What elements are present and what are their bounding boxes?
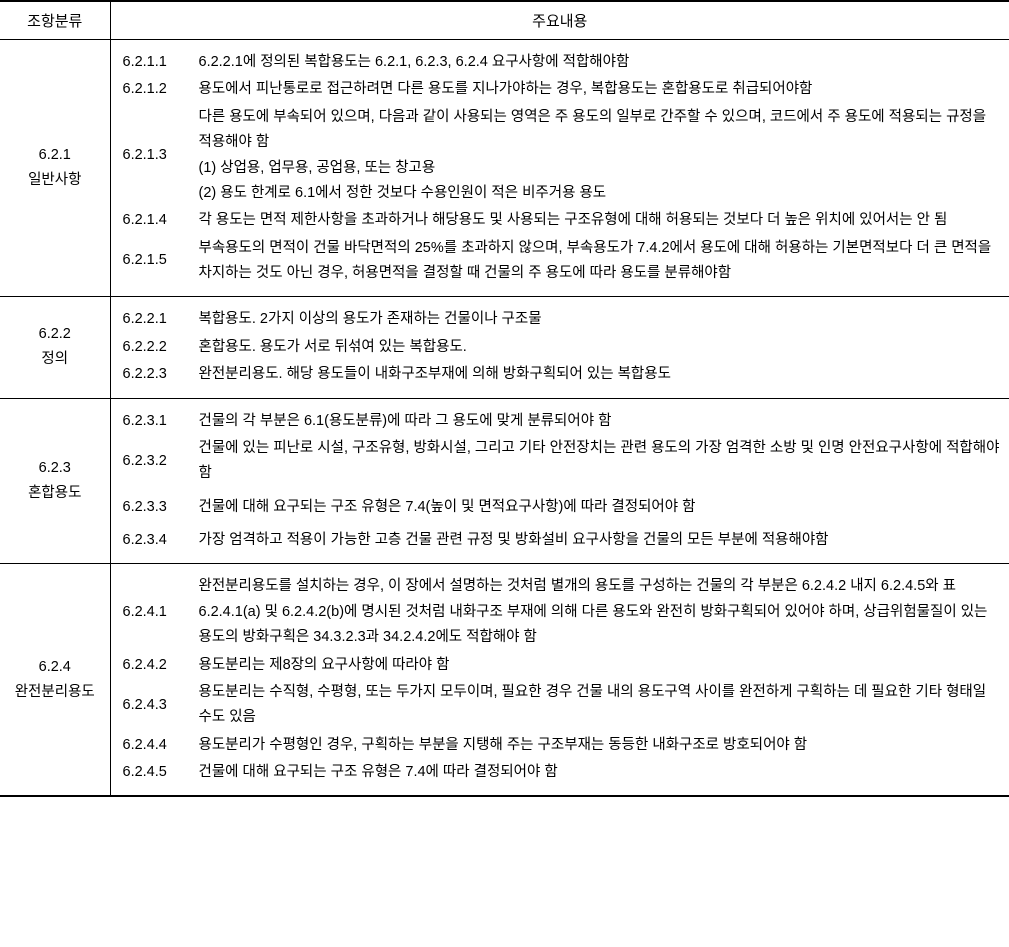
- clause-text: 완전분리용도를 설치하는 경우, 이 장에서 설명하는 것처럼 별개의 용도를 …: [199, 574, 1002, 650]
- category-num: 6.2.1: [8, 143, 102, 168]
- category-name: 일반사항: [8, 168, 102, 193]
- clause-text: 혼합용도. 용도가 서로 뒤섞여 있는 복합용도.: [199, 335, 1002, 360]
- clause-item: 6.2.3.1 건물의 각 부분은 6.1(용도분류)에 따라 그 용도에 맞게…: [119, 409, 1002, 434]
- clause-num: 6.2.4.3: [119, 680, 199, 731]
- table-row: 6.2.3 혼합용도 6.2.3.1 건물의 각 부분은 6.1(용도분류)에 …: [0, 398, 1009, 564]
- clause-item: 6.2.1.5 부속용도의 면적이 건물 바닥면적의 25%를 초과하지 않으며…: [119, 236, 1002, 287]
- clause-num: 6.2.4.2: [119, 653, 199, 678]
- category-num: 6.2.2: [8, 322, 102, 347]
- table-row: 6.2.4 완전분리용도 6.2.4.1 완전분리용도를 설치하는 경우, 이 …: [0, 564, 1009, 797]
- clause-text: 가장 엄격하고 적용이 가능한 고층 건물 관련 규정 및 방화설비 요구사항을…: [199, 528, 1002, 553]
- table-row: 6.2.1 일반사항 6.2.1.1 6.2.2.1에 정의된 복합용도는 6.…: [0, 40, 1009, 297]
- clause-item: 6.2.4.2 용도분리는 제8장의 요구사항에 따라야 함: [119, 653, 1002, 678]
- category-cell-624: 6.2.4 완전분리용도: [0, 564, 110, 797]
- clause-text: 건물에 대해 요구되는 구조 유형은 7.4에 따라 결정되어야 함: [199, 760, 1002, 785]
- clause-item: 6.2.2.3 완전분리용도. 해당 용도들이 내화구조부재에 의해 방화구획되…: [119, 362, 1002, 387]
- category-cell-622: 6.2.2 정의: [0, 297, 110, 398]
- clause-num: 6.2.1.1: [119, 50, 199, 75]
- clause-text: 용도분리는 제8장의 요구사항에 따라야 함: [199, 653, 1002, 678]
- clause-text: 용도분리는 수직형, 수평형, 또는 두가지 모두이며, 필요한 경우 건물 내…: [199, 680, 1002, 731]
- regulation-table: 조항분류 주요내용 6.2.1 일반사항 6.2.1.1 6.2.2.1에 정의…: [0, 0, 1009, 797]
- clause-item: 6.2.3.2 건물에 있는 피난로 시설, 구조유형, 방화시설, 그리고 기…: [119, 436, 1002, 487]
- category-cell-623: 6.2.3 혼합용도: [0, 398, 110, 564]
- content-cell-624: 6.2.4.1 완전분리용도를 설치하는 경우, 이 장에서 설명하는 것처럼 …: [110, 564, 1009, 797]
- header-row: 조항분류 주요내용: [0, 1, 1009, 40]
- clause-num: 6.2.4.5: [119, 760, 199, 785]
- clause-num: 6.2.3.3: [119, 495, 199, 520]
- content-cell-623: 6.2.3.1 건물의 각 부분은 6.1(용도분류)에 따라 그 용도에 맞게…: [110, 398, 1009, 564]
- clause-num: 6.2.1.5: [119, 236, 199, 287]
- clause-text: 건물에 대해 요구되는 구조 유형은 7.4(높이 및 면적요구사항)에 따라 …: [199, 495, 1002, 520]
- clause-item: 6.2.4.1 완전분리용도를 설치하는 경우, 이 장에서 설명하는 것처럼 …: [119, 574, 1002, 650]
- clause-item: 6.2.4.3 용도분리는 수직형, 수평형, 또는 두가지 모두이며, 필요한…: [119, 680, 1002, 731]
- clause-text: 다른 용도에 부속되어 있으며, 다음과 같이 사용되는 영역은 주 용도의 일…: [199, 105, 1002, 207]
- clause-item: 6.2.4.4 용도분리가 수평형인 경우, 구획하는 부분을 지탱해 주는 구…: [119, 733, 1002, 758]
- clause-text: 각 용도는 면적 제한사항을 초과하거나 해당용도 및 사용되는 구조유형에 대…: [199, 208, 1002, 233]
- clause-item: 6.2.1.4 각 용도는 면적 제한사항을 초과하거나 해당용도 및 사용되는…: [119, 208, 1002, 233]
- clause-num: 6.2.1.3: [119, 105, 199, 207]
- clause-text: 완전분리용도. 해당 용도들이 내화구조부재에 의해 방화구획되어 있는 복합용…: [199, 362, 1002, 387]
- clause-text: 6.2.2.1에 정의된 복합용도는 6.2.1, 6.2.3, 6.2.4 요…: [199, 50, 1002, 75]
- clause-item: 6.2.3.4 가장 엄격하고 적용이 가능한 고층 건물 관련 규정 및 방화…: [119, 528, 1002, 553]
- category-name: 정의: [8, 347, 102, 372]
- table-body: 6.2.1 일반사항 6.2.1.1 6.2.2.1에 정의된 복합용도는 6.…: [0, 40, 1009, 797]
- clause-text: 복합용도. 2가지 이상의 용도가 존재하는 건물이나 구조물: [199, 307, 1002, 332]
- clause-num: 6.2.1.2: [119, 77, 199, 102]
- clause-num: 6.2.1.4: [119, 208, 199, 233]
- clause-text: 건물에 있는 피난로 시설, 구조유형, 방화시설, 그리고 기타 안전장치는 …: [199, 436, 1002, 487]
- clause-item: 6.2.2.2 혼합용도. 용도가 서로 뒤섞여 있는 복합용도.: [119, 335, 1002, 360]
- clause-num: 6.2.3.4: [119, 528, 199, 553]
- clause-num: 6.2.2.2: [119, 335, 199, 360]
- clause-text-main: 다른 용도에 부속되어 있으며, 다음과 같이 사용되는 영역은 주 용도의 일…: [199, 109, 987, 150]
- category-num: 6.2.4: [8, 655, 102, 680]
- clause-item: 6.2.1.1 6.2.2.1에 정의된 복합용도는 6.2.1, 6.2.3,…: [119, 50, 1002, 75]
- category-name: 완전분리용도: [8, 680, 102, 705]
- clause-item: 6.2.1.3 다른 용도에 부속되어 있으며, 다음과 같이 사용되는 영역은…: [119, 105, 1002, 207]
- header-col1: 조항분류: [0, 1, 110, 40]
- clause-num: 6.2.2.1: [119, 307, 199, 332]
- table-row: 6.2.2 정의 6.2.2.1 복합용도. 2가지 이상의 용도가 존재하는 …: [0, 297, 1009, 398]
- content-cell-622: 6.2.2.1 복합용도. 2가지 이상의 용도가 존재하는 건물이나 구조물 …: [110, 297, 1009, 398]
- category-num: 6.2.3: [8, 456, 102, 481]
- clause-text: 건물의 각 부분은 6.1(용도분류)에 따라 그 용도에 맞게 분류되어야 함: [199, 409, 1002, 434]
- content-cell-621: 6.2.1.1 6.2.2.1에 정의된 복합용도는 6.2.1, 6.2.3,…: [110, 40, 1009, 297]
- clause-item: 6.2.4.5 건물에 대해 요구되는 구조 유형은 7.4에 따라 결정되어야…: [119, 760, 1002, 785]
- clause-item: 6.2.2.1 복합용도. 2가지 이상의 용도가 존재하는 건물이나 구조물: [119, 307, 1002, 332]
- clause-num: 6.2.3.2: [119, 436, 199, 487]
- category-cell-621: 6.2.1 일반사항: [0, 40, 110, 297]
- category-name: 혼합용도: [8, 481, 102, 506]
- header-col2: 주요내용: [110, 1, 1009, 40]
- clause-text: 용도분리가 수평형인 경우, 구획하는 부분을 지탱해 주는 구조부재는 동등한…: [199, 733, 1002, 758]
- clause-num: 6.2.3.1: [119, 409, 199, 434]
- clause-num: 6.2.2.3: [119, 362, 199, 387]
- clause-text: 부속용도의 면적이 건물 바닥면적의 25%를 초과하지 않으며, 부속용도가 …: [199, 236, 1002, 287]
- clause-text: 용도에서 피난통로로 접근하려면 다른 용도를 지나가야하는 경우, 복합용도는…: [199, 77, 1002, 102]
- clause-num: 6.2.4.1: [119, 574, 199, 650]
- sub-item: (1) 상업용, 업무용, 공업용, 또는 창고용: [199, 156, 1002, 181]
- clause-num: 6.2.4.4: [119, 733, 199, 758]
- clause-item: 6.2.1.2 용도에서 피난통로로 접근하려면 다른 용도를 지나가야하는 경…: [119, 77, 1002, 102]
- clause-item: 6.2.3.3 건물에 대해 요구되는 구조 유형은 7.4(높이 및 면적요구…: [119, 495, 1002, 520]
- sub-item: (2) 용도 한계로 6.1에서 정한 것보다 수용인원이 적은 비주거용 용도: [199, 181, 1002, 206]
